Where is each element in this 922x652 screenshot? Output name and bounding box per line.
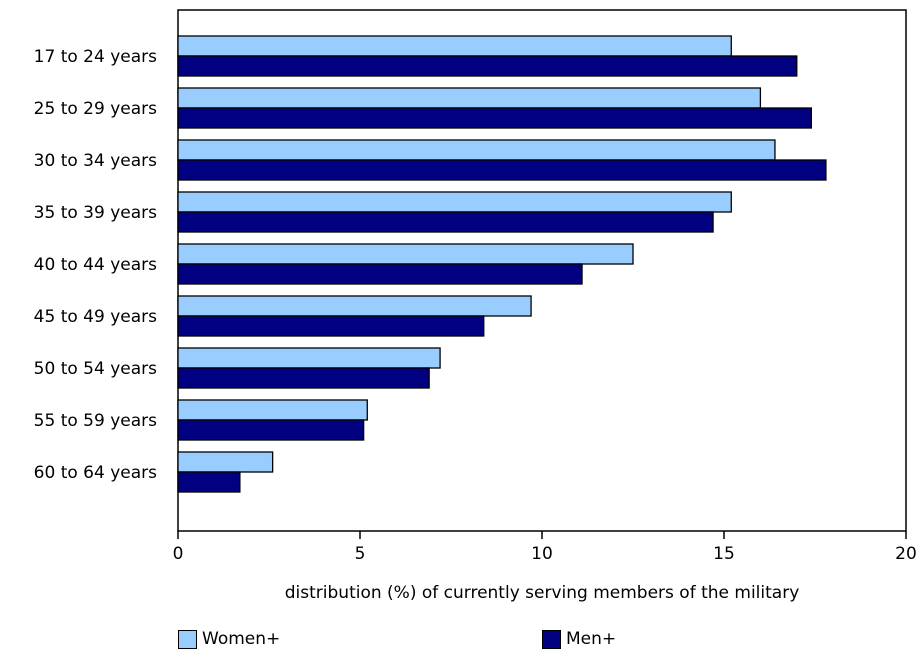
bar-women-8: [177, 399, 368, 421]
legend-label-men: Men+: [566, 629, 617, 649]
legend-item-men: Men+: [542, 628, 616, 650]
bar-men-9: [177, 471, 241, 493]
legend-item-women: Women+: [178, 628, 280, 650]
category-label-9: 60 to 64 years: [34, 463, 157, 483]
bar-men-7: [177, 367, 430, 389]
x-tick-label-5: 5: [355, 544, 366, 564]
bar-women-1: [177, 35, 732, 57]
x-tick-label-20: 20: [895, 544, 917, 564]
category-label-6: 45 to 49 years: [34, 307, 157, 327]
category-label-5: 40 to 44 years: [34, 255, 157, 275]
legend-swatch-women: [178, 629, 197, 649]
category-label-7: 50 to 54 years: [34, 359, 157, 379]
bar-men-3: [177, 159, 827, 181]
x-tick-label-15: 15: [713, 544, 735, 564]
category-label-2: 25 to 29 years: [34, 99, 157, 119]
category-labels: 17 to 24 years 25 to 29 years 30 to 34 yea…: [34, 47, 157, 483]
x-tick-label-10: 10: [531, 544, 553, 564]
bar-women-4: [177, 191, 732, 213]
bar-women-7: [177, 347, 441, 369]
bar-women-3: [177, 139, 776, 161]
category-label-1: 17 to 24 years: [34, 47, 157, 67]
bar-men-5: [177, 263, 583, 285]
category-label-4: 35 to 39 years: [34, 203, 157, 223]
bar-women-9: [177, 451, 274, 473]
bar-women-5: [177, 243, 634, 265]
bars-group: [177, 35, 827, 493]
bar-women-6: [177, 295, 532, 317]
x-axis-ticks: 0 5 10 15 20: [173, 531, 917, 564]
bar-men-1: [177, 55, 798, 77]
category-label-3: 30 to 34 years: [34, 151, 157, 171]
bar-men-4: [177, 211, 714, 233]
bar-men-6: [177, 315, 485, 337]
x-tick-label-0: 0: [173, 544, 184, 564]
bar-women-2: [177, 87, 762, 109]
x-axis-title: distribution (%) of currently serving me…: [285, 583, 800, 603]
category-label-8: 55 to 59 years: [34, 411, 157, 431]
bar-men-2: [177, 107, 813, 129]
legend-label-women: Women+: [202, 629, 281, 649]
bar-men-8: [177, 419, 365, 441]
legend-swatch-men: [542, 629, 561, 649]
